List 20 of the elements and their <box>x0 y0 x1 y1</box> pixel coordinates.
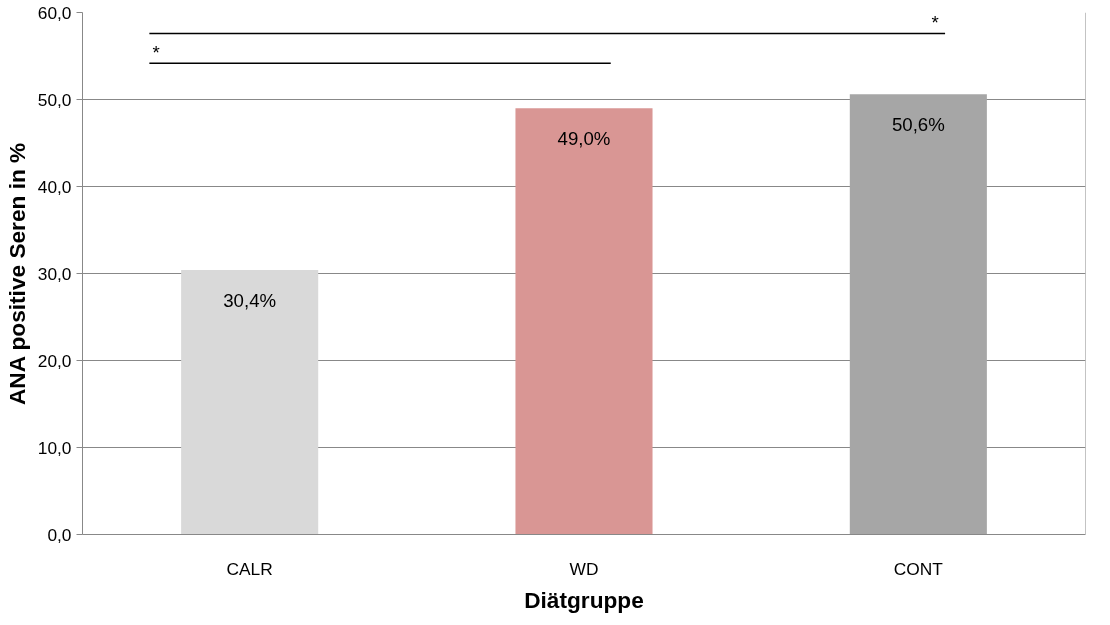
data-label: 50,6% <box>891 114 945 136</box>
data-label: 49,0% <box>557 128 611 150</box>
x-tick-label: WD <box>569 558 599 579</box>
y-tick-label: 10,0 <box>37 437 72 458</box>
data-label: 30,4% <box>223 290 277 312</box>
bar <box>515 108 653 535</box>
x-tick-label: CALR <box>226 558 273 579</box>
y-tick-label: 0,0 <box>47 524 72 545</box>
x-axis-title: Diätgruppe <box>524 586 644 613</box>
y-axis-title: ANA positive Seren in % <box>3 142 30 406</box>
y-tick-label: 40,0 <box>37 176 72 197</box>
annotation: * <box>152 42 160 64</box>
x-tick-label: CONT <box>893 558 944 579</box>
annotation: * <box>931 12 939 34</box>
y-tick-label: 20,0 <box>37 350 72 371</box>
y-tick-label: 30,0 <box>37 263 72 284</box>
bar <box>181 270 319 535</box>
y-tick-label: 50,0 <box>37 89 72 110</box>
y-tick-label: 60,0 <box>37 2 72 23</box>
bar <box>849 94 987 535</box>
